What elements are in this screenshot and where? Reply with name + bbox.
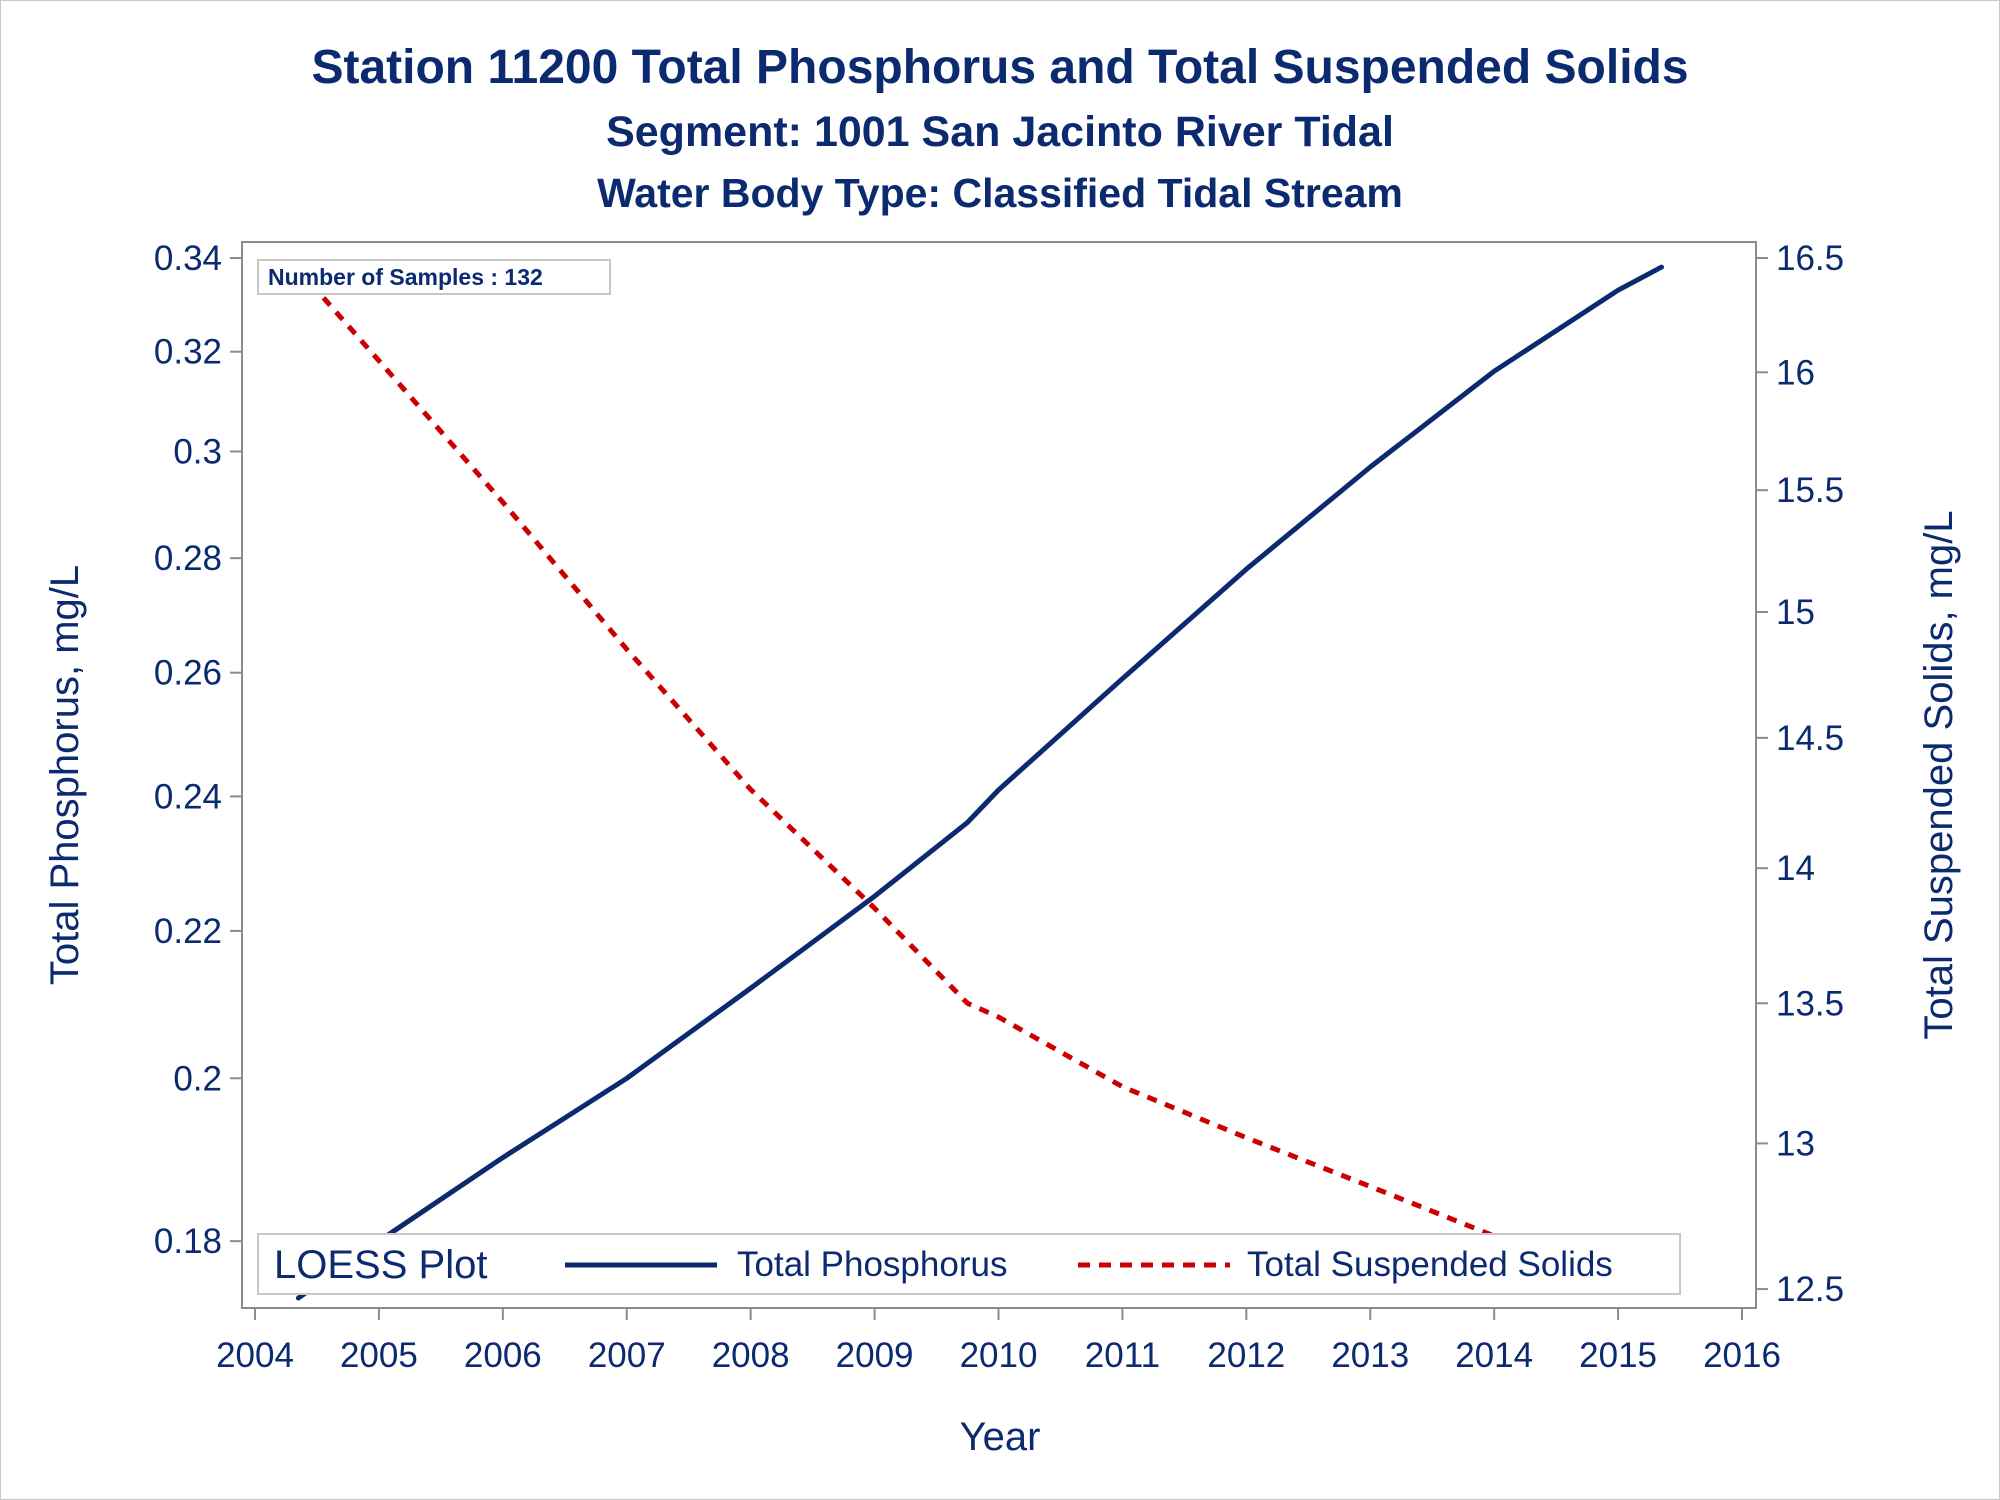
x-tick-label: 2007 [588, 1336, 666, 1375]
left-y-axis: 0.18 0.2 0.22 0.24 0.26 0.28 0.3 0.32 0.34 [154, 239, 242, 1261]
x-tick-label: 2005 [340, 1336, 418, 1375]
legend-label-total-suspended-solids: Total Suspended Solids [1247, 1245, 1613, 1284]
x-axis-label: Year [960, 1415, 1041, 1459]
right-y-axis: 12.5 13 13.5 14 14.5 15 15.5 16 16.5 [1756, 239, 1844, 1309]
x-tick-label: 2004 [216, 1336, 294, 1375]
y-tick-label: 0.24 [154, 777, 222, 816]
plot-area [241, 241, 1757, 1309]
x-tick-label: 2010 [960, 1336, 1038, 1375]
y2-tick-label: 12.5 [1776, 1270, 1844, 1309]
y-tick-label: 0.2 [173, 1059, 222, 1098]
x-tick-label: 2006 [464, 1336, 542, 1375]
y2-tick-label: 15 [1776, 593, 1815, 632]
sample-count-text: Number of Samples : 132 [268, 264, 543, 290]
x-tick-label: 2009 [836, 1336, 914, 1375]
y-tick-label: 0.32 [154, 333, 222, 372]
y2-tick-label: 16.5 [1776, 239, 1844, 278]
series-layer [295, 264, 1664, 1301]
series-line-total-suspended-solids [296, 267, 1663, 1298]
y2-tick-label: 14.5 [1776, 719, 1844, 758]
y-tick-label: 0.26 [154, 654, 222, 693]
y2-tick-label: 14 [1776, 849, 1815, 888]
y2-tick-label: 13.5 [1776, 984, 1844, 1023]
annotation-box [257, 259, 611, 295]
x-tick-label: 2011 [1085, 1336, 1160, 1375]
legend: LOESS Plot Total Phosphorus Total Suspen… [257, 1233, 1681, 1295]
y-tick-label: 0.34 [154, 239, 222, 278]
x-tick-label: 2012 [1207, 1336, 1285, 1375]
chart-subtitle-water-body: Water Body Type: Classified Tidal Stream [597, 170, 1403, 216]
y-tick-label: 0.18 [154, 1222, 222, 1261]
x-tick-label: 2016 [1703, 1336, 1781, 1375]
y2-tick-label: 13 [1776, 1124, 1815, 1163]
x-axis: 2004 2005 2006 2007 2008 2009 2010 2011 2012 2013… [216, 1308, 1781, 1375]
chart-subtitle-segment: Segment: 1001 San Jacinto River Tidal [606, 108, 1394, 156]
y2-tick-label: 16 [1776, 353, 1815, 392]
chart-title: Station 11200 Total Phosphorus and Total… [311, 41, 1689, 94]
legend-label-total-phosphorus: Total Phosphorus [737, 1245, 1007, 1284]
x-tick-label: 2015 [1579, 1336, 1657, 1375]
legend-title: LOESS Plot [274, 1243, 487, 1287]
y-tick-label: 0.3 [173, 432, 222, 471]
left-y-axis-label: Total Phosphorus, mg/L [43, 565, 87, 985]
x-tick-label: 2008 [712, 1336, 790, 1375]
y-tick-label: 0.22 [154, 912, 222, 951]
right-y-axis-label: Total Suspended Solids, mg/L [1917, 510, 1961, 1039]
legend-box [257, 1233, 1681, 1295]
y-tick-label: 0.28 [154, 539, 222, 578]
series-line-total-phosphorus [295, 264, 1664, 1301]
x-tick-label: 2014 [1455, 1336, 1533, 1375]
y2-tick-label: 15.5 [1776, 471, 1844, 510]
x-tick-label: 2013 [1331, 1336, 1409, 1375]
sample-count-annotation: Number of Samples : 132 [257, 259, 611, 295]
